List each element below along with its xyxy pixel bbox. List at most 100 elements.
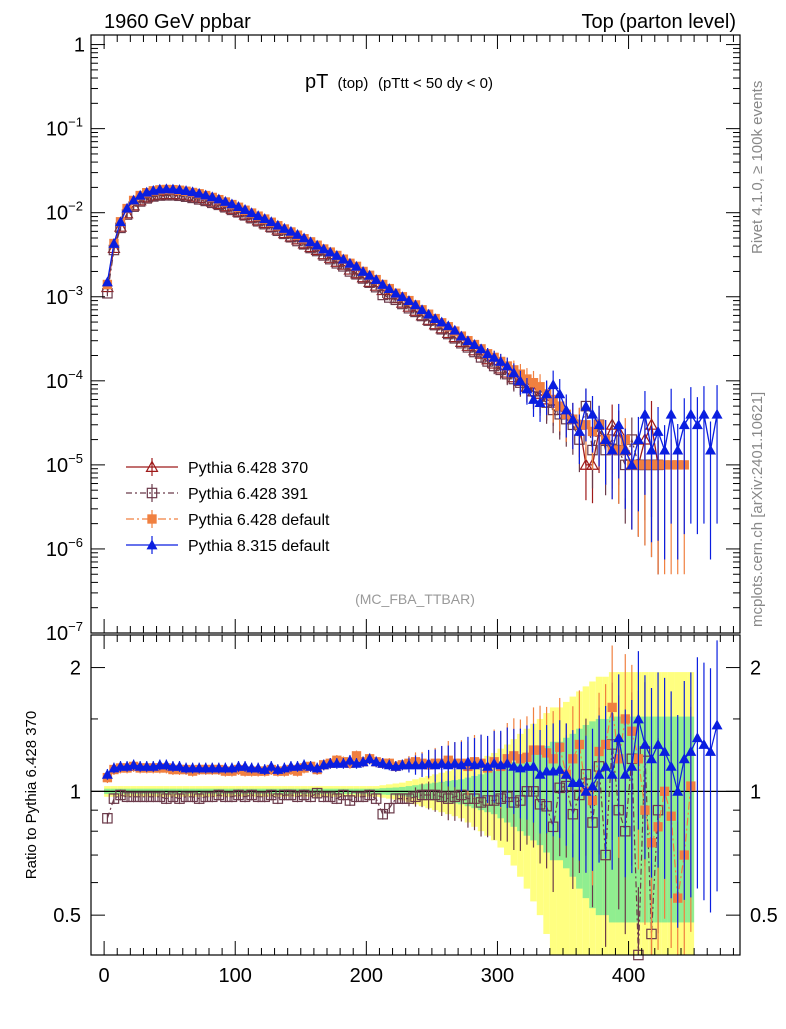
main-point: [685, 408, 697, 419]
ratio-point: [560, 768, 572, 779]
ratio-point: [318, 791, 329, 803]
ratio-point: [370, 756, 382, 767]
main-point: [619, 444, 631, 455]
ratio-point: [331, 793, 343, 804]
ratio-point: [705, 746, 716, 756]
main-point: [665, 408, 677, 419]
ratio-point: [357, 756, 369, 767]
main-series-1: [102, 190, 664, 575]
ratio-point: [325, 791, 336, 803]
ratio-point: [174, 760, 185, 771]
ratio-point: [128, 791, 139, 803]
main-point: [678, 419, 690, 430]
legend-marker: [147, 514, 157, 524]
main-point: [475, 343, 487, 354]
ratio-point: [128, 759, 140, 770]
ratio-point: [213, 789, 225, 801]
ratio-point: [607, 702, 617, 713]
ratio-point: [134, 791, 146, 803]
main-point: [501, 360, 513, 371]
main-point: [206, 191, 218, 202]
header-left: 1960 GeV ppbar: [104, 11, 251, 33]
main-point: [396, 291, 408, 302]
main-point: [580, 400, 592, 411]
xtick-label: 400: [612, 965, 645, 987]
main-point: [305, 236, 317, 247]
ratio-point: [239, 760, 251, 771]
ratio-point: [383, 759, 395, 770]
main-point: [174, 184, 185, 195]
ratio-point: [200, 791, 211, 803]
main-point: [711, 408, 723, 419]
main-point: [337, 253, 349, 264]
main-series-0: [100, 187, 665, 575]
legend-label: Pythia 6.428 370: [188, 460, 308, 477]
main-point: [278, 222, 290, 233]
ratio-point: [187, 791, 198, 803]
ratio-point: [344, 795, 356, 806]
ratio-point: [351, 791, 362, 803]
ratio-point: [449, 757, 461, 768]
main-point: [134, 189, 146, 200]
legend-marker: [146, 539, 158, 550]
ratio-point: [364, 753, 376, 764]
main-point: [423, 308, 435, 319]
main-point: [508, 367, 520, 378]
ratio-point: [351, 751, 362, 761]
ratio-point: [501, 757, 513, 768]
ratio-point: [370, 793, 382, 804]
main-point: [469, 339, 480, 349]
legend: Pythia 6.428 370 Pythia 6.428 391 Pythia 6…: [126, 458, 330, 555]
ratio-point: [338, 789, 349, 801]
ratio-point: [659, 746, 671, 756]
main-point: [613, 419, 625, 430]
main-series-3: [101, 183, 723, 560]
main-point: [259, 213, 271, 224]
main-point: [383, 283, 395, 294]
main-point: [298, 232, 310, 243]
ratio-point: [121, 791, 133, 803]
main-point: [403, 295, 415, 306]
main-point: [632, 434, 644, 444]
ratio-point: [377, 808, 388, 820]
ratio-point: [298, 789, 310, 801]
main-point: [442, 320, 454, 331]
main-point: [449, 324, 461, 335]
main-point: [246, 207, 258, 218]
main-point: [535, 382, 545, 392]
ratio-point: [423, 757, 435, 768]
main-point: [285, 225, 297, 236]
ratio-point: [554, 764, 566, 774]
main-point: [108, 238, 120, 248]
ratio-point: [266, 789, 277, 801]
ratio-point: [305, 791, 316, 803]
main-point: [324, 246, 336, 257]
ratio-panel: 2 2 1 1 0.5 0.5 0 100 200 300 400 Ratio to Pythia …: [23, 634, 778, 987]
ratio-point: [160, 759, 172, 770]
legend-label: Pythia 8.315 default: [188, 538, 330, 555]
ratio-point: [626, 760, 638, 771]
main-point: [547, 379, 559, 390]
xtick-label: 300: [481, 965, 514, 987]
main-point: [567, 413, 579, 424]
ratio-point: [298, 759, 310, 770]
ratio-point: [488, 757, 500, 768]
main-ytick-label: 10−7: [46, 619, 83, 645]
main-point: [357, 265, 369, 276]
main-ytick-label: 10−1: [46, 115, 83, 141]
main-point: [488, 351, 500, 362]
ratio-ytick-label: 0.5: [53, 905, 81, 927]
ratio-point: [364, 789, 375, 801]
main-point: [344, 257, 356, 268]
ratio-point: [665, 760, 677, 771]
ratio-point: [233, 789, 244, 801]
main-ytick-label: 10−5: [46, 451, 83, 477]
main-point: [705, 444, 716, 455]
main-point: [180, 185, 192, 196]
main-point: [698, 408, 710, 419]
ratio-point: [691, 732, 703, 743]
xtick-label: 200: [350, 965, 383, 987]
main-point: [436, 316, 448, 327]
main-point: [318, 243, 330, 254]
ratio-point: [311, 762, 323, 773]
